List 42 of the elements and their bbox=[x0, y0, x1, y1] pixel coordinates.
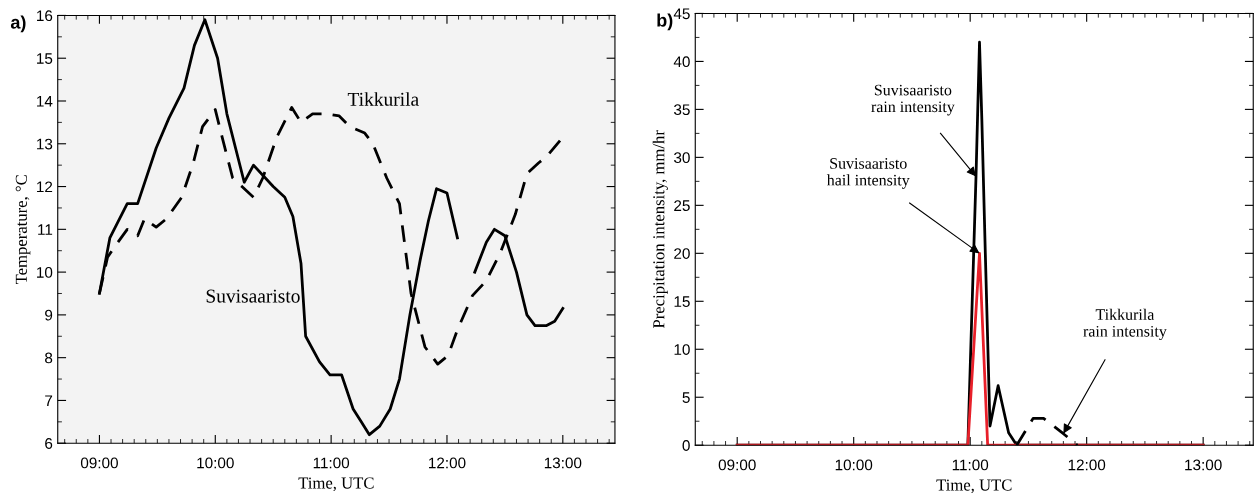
x-tick-label: 11:00 bbox=[952, 459, 989, 471]
text: Suvisaaristo hail intensity bbox=[826, 158, 910, 189]
y-axis-title: Temperature, °C bbox=[15, 175, 31, 285]
y-tick-label: 40 bbox=[673, 56, 690, 68]
y-tick-label: 45 bbox=[673, 8, 690, 20]
text: Tikkurila rain intensity bbox=[1083, 308, 1167, 340]
x-tick-label: 10:00 bbox=[197, 457, 234, 469]
y-tick-label: 12 bbox=[37, 181, 53, 193]
y-tick-label: 10 bbox=[37, 266, 53, 278]
series-label: Suvisaaristo bbox=[206, 289, 300, 303]
text: b) bbox=[657, 13, 673, 31]
y-tick-label: 30 bbox=[674, 152, 690, 164]
x-tick-label: 11:00 bbox=[313, 457, 350, 469]
y-tick-label: 5 bbox=[682, 392, 690, 403]
y-tick-label: 11 bbox=[38, 224, 53, 235]
y-tick-label: 15 bbox=[674, 296, 690, 307]
text: a) bbox=[10, 15, 26, 33]
x-axis-title: Time, UTC bbox=[936, 479, 1012, 494]
y-tick-label: 10 bbox=[674, 344, 690, 355]
y-tick-label: 14 bbox=[37, 96, 53, 107]
series-label: Suvisaaristo rain intensity bbox=[871, 84, 955, 116]
y-tick-label: 6 bbox=[45, 438, 53, 449]
x-tick-label: 09:00 bbox=[80, 457, 118, 469]
y-tick-label: 13 bbox=[37, 138, 53, 150]
y-tick-label: 8 bbox=[45, 352, 53, 364]
x-tick-label: 12:00 bbox=[1068, 459, 1106, 471]
y-tick-label: 20 bbox=[674, 248, 690, 259]
x-tick-label: 12:00 bbox=[429, 457, 466, 469]
y-tick-label: 35 bbox=[674, 104, 690, 116]
x-tick-label: 10:00 bbox=[835, 459, 873, 471]
x-tick-label: 09:00 bbox=[718, 459, 756, 471]
y-tick-label: 16 bbox=[37, 10, 53, 22]
y-axis-title: Precipitation intensity, mm/hr bbox=[652, 130, 668, 329]
y-tick-label: 15 bbox=[37, 53, 53, 64]
x-tick-label: 13:00 bbox=[1185, 459, 1222, 471]
y-tick-label: 0 bbox=[682, 440, 690, 451]
y-tick-label: 7 bbox=[45, 395, 53, 406]
y-tick-label: 25 bbox=[674, 200, 690, 212]
x-tick-label: 13:00 bbox=[544, 457, 582, 469]
y-tick-label: 9 bbox=[45, 309, 53, 321]
x-axis-title: Time, UTC bbox=[298, 477, 374, 492]
series-label: Tikkurila bbox=[347, 92, 419, 106]
